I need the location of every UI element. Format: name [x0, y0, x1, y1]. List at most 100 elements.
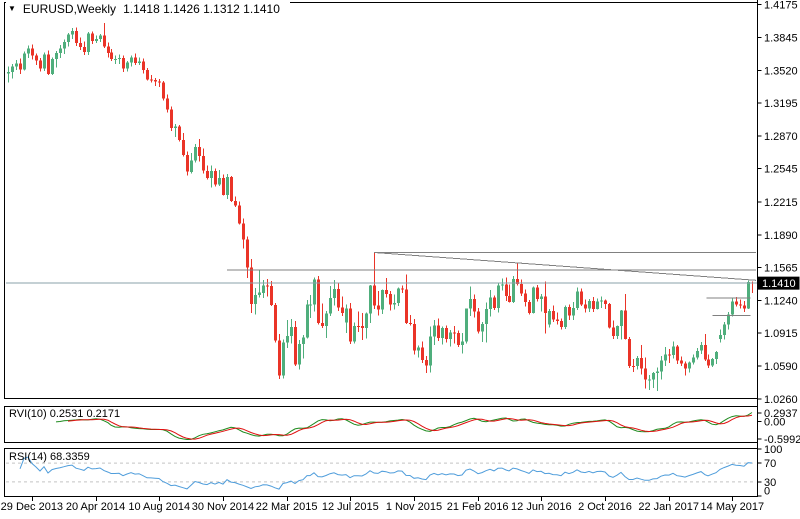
price-axis-label: 1.0590	[764, 361, 798, 373]
candle	[473, 294, 476, 318]
candle	[146, 67, 149, 81]
candle	[465, 308, 468, 344]
candle	[59, 45, 62, 59]
candle	[333, 280, 336, 306]
date-axis-label: 22 Mar 2015	[256, 501, 318, 513]
candle	[126, 61, 129, 72]
candle	[536, 284, 539, 302]
candle	[182, 132, 185, 157]
price-axis-label: 1.0915	[764, 328, 798, 340]
rsi-indicator-label: RSI(14) 68.3359	[9, 451, 90, 463]
candle	[405, 274, 408, 324]
candle	[640, 345, 643, 375]
rvi-axis-label: 0.2937	[764, 408, 798, 420]
price-axis-label: 1.4175	[764, 0, 798, 11]
candle	[616, 325, 619, 339]
rsi-line	[19, 456, 753, 490]
candle	[274, 303, 277, 343]
candle	[449, 329, 452, 347]
candle	[110, 48, 113, 61]
candle	[198, 139, 201, 162]
candle	[35, 53, 38, 66]
candle	[588, 299, 591, 313]
candle	[230, 175, 233, 202]
candle	[91, 31, 94, 45]
candle	[425, 355, 428, 373]
candle	[596, 298, 599, 310]
candle	[107, 42, 110, 58]
ohlc-values: 1.1418 1.1426 1.1312 1.1410	[123, 1, 280, 16]
candle	[620, 310, 623, 340]
candle	[668, 349, 671, 363]
candle	[501, 278, 504, 291]
candle	[377, 291, 380, 316]
date-axis-label: 14 May 2017	[701, 501, 765, 513]
candle	[469, 286, 472, 316]
candle	[700, 341, 703, 355]
candle	[373, 252, 376, 309]
candle	[727, 312, 730, 330]
candle	[369, 284, 372, 323]
candle	[437, 318, 440, 342]
candle	[142, 58, 145, 74]
date-axis-label: 1 Nov 2015	[386, 501, 442, 513]
candle	[27, 45, 30, 58]
candle	[719, 329, 722, 343]
candle	[170, 106, 173, 131]
price-axis-label: 1.1565	[764, 263, 798, 275]
descending-trendline[interactable]	[374, 252, 757, 281]
candle	[218, 170, 221, 186]
candle	[572, 302, 575, 321]
candle	[329, 286, 332, 316]
candle	[79, 37, 82, 50]
candle	[612, 320, 615, 339]
candle	[15, 60, 18, 71]
candle	[23, 51, 26, 71]
candle	[246, 236, 249, 278]
candle	[321, 303, 324, 329]
candle	[429, 326, 432, 373]
candle	[628, 337, 631, 368]
candle	[632, 358, 635, 372]
candle	[150, 75, 153, 83]
candle	[71, 28, 74, 39]
candle	[270, 281, 273, 306]
candle	[55, 50, 58, 68]
candle	[660, 356, 663, 380]
price-axis-label: 1.2215	[764, 197, 798, 209]
candle	[258, 270, 261, 298]
symbol-dropdown-icon[interactable]: ▼	[8, 3, 16, 13]
candle	[43, 52, 46, 71]
candle	[309, 295, 312, 318]
candle	[254, 287, 257, 315]
price-axis-label: 1.3195	[764, 98, 798, 110]
rvi-indicator-label: RVI(10) 0.2531 0.2171	[9, 408, 121, 420]
rsi-axis-label: 100	[764, 444, 782, 456]
candle	[624, 294, 627, 340]
candle	[393, 294, 396, 310]
candle	[696, 347, 699, 360]
candle	[83, 41, 86, 56]
candle	[87, 32, 90, 55]
price-axis-label: 1.0260	[764, 394, 798, 406]
candle	[453, 326, 456, 344]
candle	[39, 57, 42, 72]
candle	[63, 39, 66, 54]
candle	[19, 58, 22, 74]
candle	[31, 44, 34, 60]
rvi-main-line	[55, 412, 753, 441]
candle	[680, 356, 683, 366]
date-axis-label: 22 Jan 2017	[638, 501, 699, 513]
candle	[544, 281, 547, 334]
candle	[286, 320, 289, 348]
candle	[302, 334, 305, 359]
candle	[166, 94, 169, 113]
candle	[190, 153, 193, 174]
candle	[445, 325, 448, 343]
candle	[592, 297, 595, 313]
candle	[652, 371, 655, 388]
candle	[242, 218, 245, 249]
date-axis-label: 29 Dec 2013	[1, 501, 63, 513]
candle	[676, 344, 679, 364]
